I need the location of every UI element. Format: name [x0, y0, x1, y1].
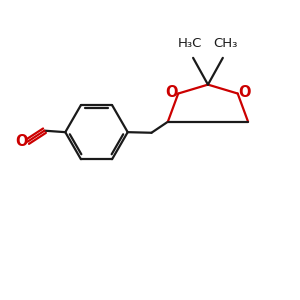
Text: O: O	[15, 134, 27, 148]
Text: O: O	[165, 85, 178, 100]
Text: O: O	[238, 85, 250, 100]
Text: H₃C: H₃C	[178, 38, 202, 50]
Text: CH₃: CH₃	[214, 38, 238, 50]
